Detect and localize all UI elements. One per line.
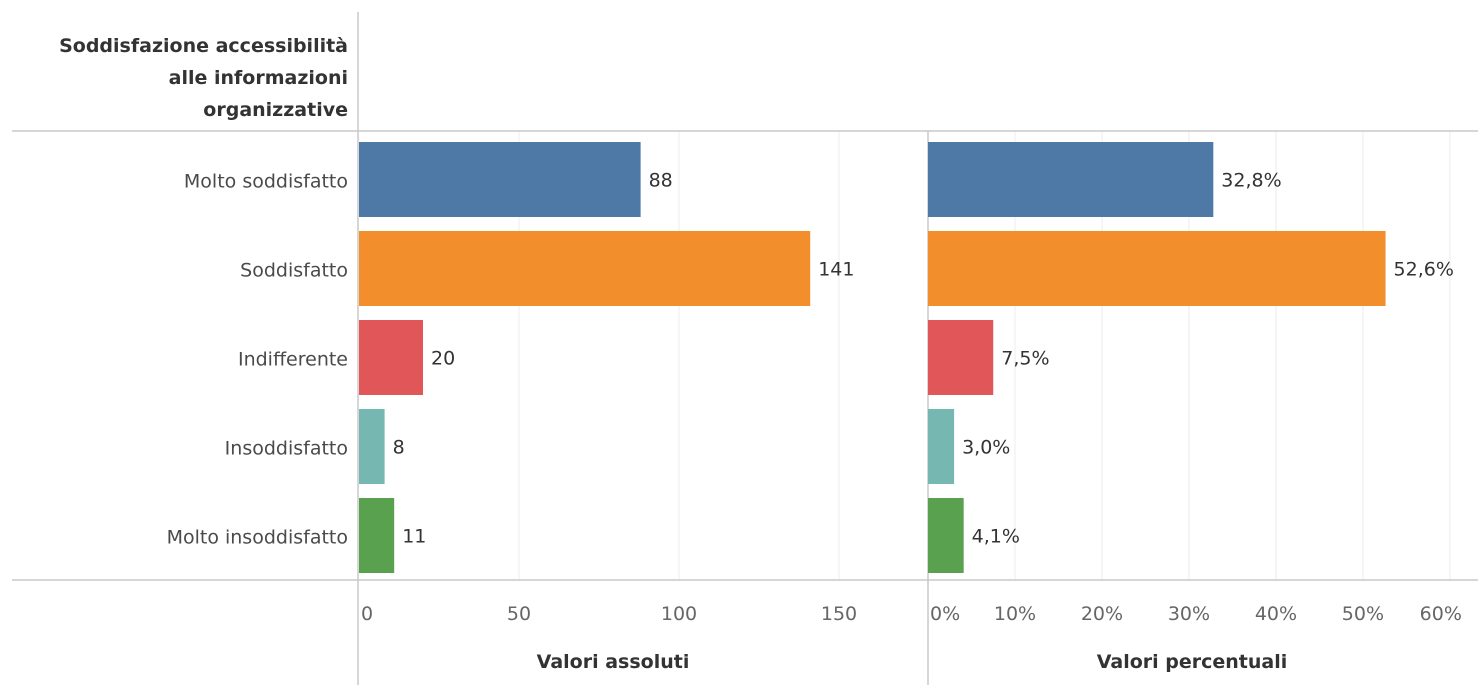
data-label: 3,0% (962, 437, 1010, 459)
category-label: Molto insoddisfatto (167, 527, 348, 549)
data-label: 7,5% (1001, 348, 1049, 370)
x-tick-label: 20% (1081, 603, 1123, 625)
data-label: 52,6% (1394, 259, 1454, 281)
category-label: Indifferente (238, 349, 348, 371)
row-header-line: organizzative (203, 99, 348, 121)
bar-absolute (359, 142, 641, 217)
x-tick-label: 60% (1420, 603, 1462, 625)
bar-absolute (359, 498, 395, 573)
row-header-line: alle informazioni (169, 67, 348, 89)
category-label: Soddisfatto (240, 260, 348, 282)
data-label: 4,1% (972, 526, 1020, 548)
bar-absolute (359, 320, 423, 395)
bar-absolute (359, 409, 385, 484)
bar-percent (928, 498, 964, 573)
x-tick-label: 30% (1168, 603, 1210, 625)
data-label: 32,8% (1221, 170, 1281, 192)
x-tick-label: 0 (361, 603, 373, 625)
row-header-line: Soddisfazione accessibilità (59, 35, 348, 57)
x-tick-label: 50 (507, 603, 531, 625)
x-tick-label: 50% (1342, 603, 1384, 625)
data-label: 8 (393, 437, 405, 459)
x-axis-title: Valori percentuali (1097, 651, 1288, 673)
bar-percent (928, 142, 1214, 217)
x-tick-label: 40% (1255, 603, 1297, 625)
category-label: Insoddisfatto (225, 438, 348, 460)
x-tick-label: 100 (661, 603, 697, 625)
data-label: 20 (431, 348, 455, 370)
data-label: 141 (818, 259, 854, 281)
x-tick-label: 0% (930, 603, 960, 625)
bar-percent (928, 320, 994, 395)
x-tick-label: 10% (994, 603, 1036, 625)
bar-absolute (359, 231, 811, 306)
x-axis-title: Valori assoluti (537, 651, 690, 673)
x-tick-label: 150 (821, 603, 857, 625)
data-label: 88 (649, 170, 673, 192)
category-label: Molto soddisfatto (184, 171, 348, 193)
bar-percent (928, 231, 1386, 306)
bar-percent (928, 409, 955, 484)
data-label: 11 (402, 526, 426, 548)
